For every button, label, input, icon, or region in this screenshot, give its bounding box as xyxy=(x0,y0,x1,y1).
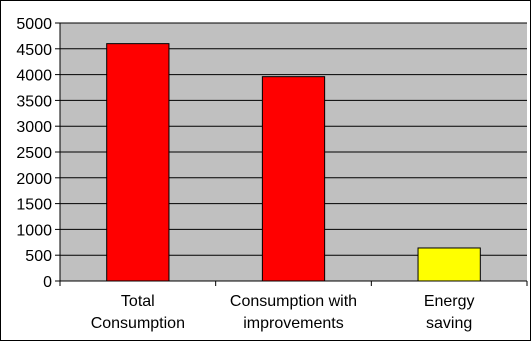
y-tick-label: 1000 xyxy=(16,222,52,239)
y-tick-label: 3500 xyxy=(16,93,52,110)
bars xyxy=(106,43,481,282)
x-category-label: Energy xyxy=(424,293,475,310)
x-category-labels: Total Consumption Consumption with improvem… xyxy=(91,293,475,332)
x-category-label: Consumption with xyxy=(230,293,357,310)
y-tick-label: 0 xyxy=(43,274,52,291)
bar xyxy=(261,76,326,282)
y-tick-label: 3000 xyxy=(16,119,52,136)
x-category-label: Consumption xyxy=(91,315,185,332)
x-category-label: Total xyxy=(121,293,155,310)
x-category-label: saving xyxy=(426,315,472,332)
y-tick-label: 2500 xyxy=(16,145,52,162)
bar xyxy=(417,247,481,282)
axes xyxy=(55,22,528,286)
y-tick-labels: 0 500 1000 1500 2000 2500 3000 3500 4000 4500 5000 xyxy=(16,16,52,291)
y-tick-label: 1500 xyxy=(16,197,52,214)
y-tick-label: 500 xyxy=(25,248,52,265)
x-category-label: improvements xyxy=(243,315,343,332)
bar xyxy=(106,43,170,282)
y-tick-label: 4000 xyxy=(16,68,52,85)
y-tick-label: 5000 xyxy=(16,16,52,33)
y-tick-label: 2000 xyxy=(16,171,52,188)
y-tick-label: 4500 xyxy=(16,42,52,59)
